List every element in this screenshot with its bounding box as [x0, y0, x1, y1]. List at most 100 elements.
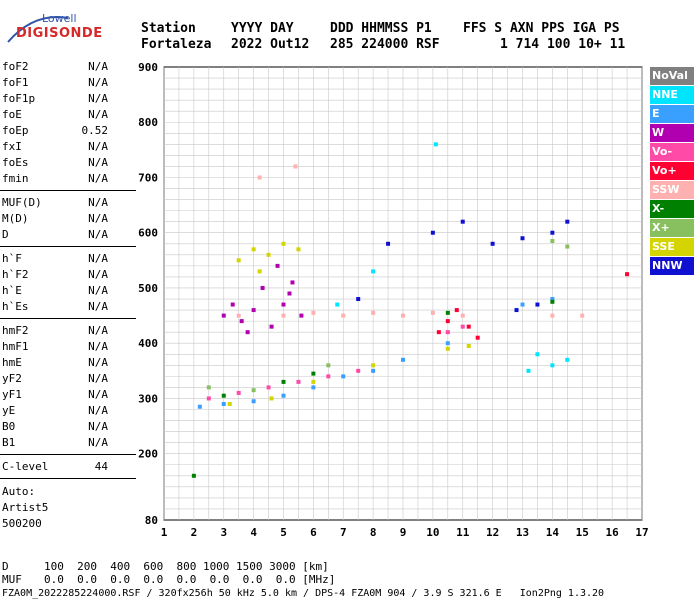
data-point: [257, 175, 262, 180]
param-value: 0.52: [81, 124, 109, 137]
data-point: [326, 363, 331, 368]
legend-item-noval: NoVal: [650, 67, 694, 85]
data-point: [460, 219, 465, 224]
clevel-value: 44: [94, 460, 108, 473]
data-point: [341, 374, 346, 379]
x-tick-label: 16: [606, 526, 620, 539]
data-point: [550, 299, 555, 304]
divider: [0, 246, 136, 247]
legend-item-w: W: [650, 124, 694, 142]
data-point: [221, 393, 226, 398]
data-point: [460, 313, 465, 318]
y-tick-label: 800: [138, 116, 158, 129]
data-point: [526, 368, 531, 373]
param-value: N/A: [88, 388, 108, 401]
series-vo-: [436, 272, 630, 340]
data-point: [445, 341, 450, 346]
param-row: foF1p N/A: [2, 92, 108, 106]
param-value: N/A: [88, 372, 108, 385]
header-value-time: 285 224000 RSF: [330, 37, 440, 52]
data-point: [550, 230, 555, 235]
param-value: N/A: [88, 404, 108, 417]
header-label-date: YYYY DAY: [231, 21, 294, 36]
param-row: fxI N/A: [2, 140, 108, 154]
param-value: N/A: [88, 92, 108, 105]
data-point: [227, 401, 232, 406]
clevel-name: C-level: [2, 460, 49, 473]
param-name: D: [2, 228, 9, 241]
param-name: h`E: [2, 284, 22, 297]
param-name: h`Es: [2, 300, 29, 313]
param-name: h`F2: [2, 268, 29, 281]
param-name: B1: [2, 436, 16, 449]
param-row: hmF2 N/A: [2, 324, 108, 338]
data-point: [293, 164, 298, 169]
data-point: [430, 230, 435, 235]
data-point: [206, 385, 211, 390]
param-name: foE: [2, 108, 22, 121]
data-point: [445, 319, 450, 324]
data-point: [296, 247, 301, 252]
param-value: N/A: [88, 268, 108, 281]
series-w: [221, 263, 304, 335]
data-point: [371, 310, 376, 315]
param-row: foEs N/A: [2, 156, 108, 170]
x-tick-label: 12: [486, 526, 499, 539]
param-value: N/A: [88, 212, 108, 225]
data-point: [281, 379, 286, 384]
data-point: [266, 252, 271, 257]
legend-item-x-: X-: [650, 200, 694, 218]
divider: [0, 318, 136, 319]
param-name: h`F: [2, 252, 22, 265]
legend-item-e: E: [650, 105, 694, 123]
param-name: foEs: [2, 156, 29, 169]
data-point: [430, 310, 435, 315]
series-nne: [335, 142, 570, 373]
x-tick-label: 4: [250, 526, 257, 539]
param-row: foF1 N/A: [2, 76, 108, 90]
series-vo-: [206, 324, 465, 401]
divider: [0, 454, 136, 455]
x-tick-label: 9: [400, 526, 407, 539]
auto-label: Auto:: [2, 485, 36, 498]
legend-item-sse: SSE: [650, 238, 694, 256]
param-name: yF2: [2, 372, 22, 385]
series-e: [197, 297, 555, 409]
param-row: yE N/A: [2, 404, 108, 418]
data-point: [356, 368, 361, 373]
logo-digisonde-text: DIGISONDE: [16, 26, 103, 41]
x-tick-label: 1: [161, 526, 168, 539]
data-point: [311, 385, 316, 390]
legend-item-x-: X+: [650, 219, 694, 237]
data-point: [245, 330, 250, 335]
param-value: N/A: [88, 252, 108, 265]
header-value-params: 1 714 100 10+ 11: [500, 37, 626, 52]
clevel-row: C-level 44: [2, 460, 108, 474]
param-name: foF1: [2, 76, 29, 89]
param-name: hmF2: [2, 324, 29, 337]
data-point: [335, 302, 340, 307]
param-name: hmE: [2, 356, 22, 369]
x-tick-label: 3: [220, 526, 227, 539]
data-point: [401, 313, 405, 318]
data-point: [460, 324, 465, 329]
data-point: [341, 313, 346, 318]
digisonde-logo: Lowell DIGISONDE: [4, 8, 102, 48]
param-value: N/A: [88, 140, 108, 153]
param-name: foF2: [2, 60, 29, 73]
param-row: M(D) N/A: [2, 212, 108, 226]
data-point: [260, 285, 265, 290]
data-point: [236, 313, 241, 318]
param-value: N/A: [88, 60, 108, 73]
data-point: [436, 330, 441, 335]
param-row: hmE N/A: [2, 356, 108, 370]
param-row: yF2 N/A: [2, 372, 108, 386]
data-point: [275, 263, 280, 268]
x-tick-label: 13: [516, 526, 529, 539]
data-point: [550, 297, 555, 302]
data-point: [290, 280, 295, 285]
param-name: yF1: [2, 388, 22, 401]
param-name: M(D): [2, 212, 29, 225]
param-value: N/A: [88, 324, 108, 337]
param-value: N/A: [88, 172, 108, 185]
